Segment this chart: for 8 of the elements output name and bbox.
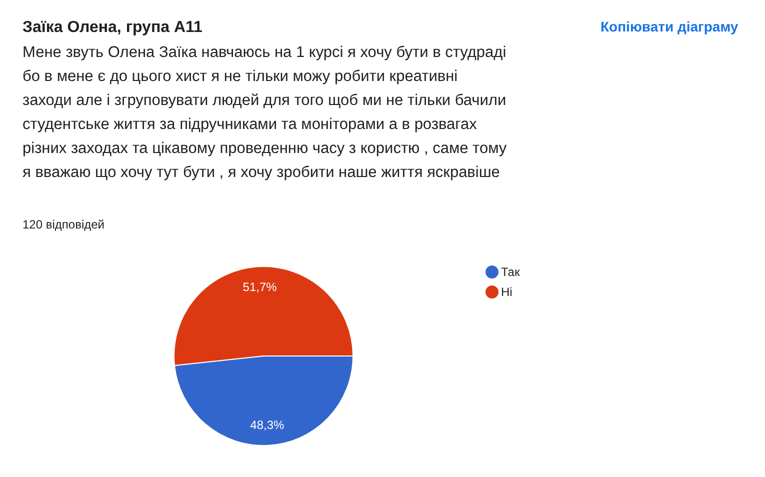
legend-label: Ні [501, 285, 512, 299]
text: Копіювати діаграму [600, 18, 738, 34]
chart-title: Заїка Олена, група А11 [22, 19, 203, 36]
data-label: 48,3% [250, 418, 285, 432]
chart-subtitle: Мене звуть Олена Заїка навчаюсь на 1 курсі я хочу бути в студраді бо в мене є до цього хист я не тільки можу робити креативні заходи але і згруповувати людей для того щоб ми не тільки бачили студентське життя за підручниками та моніторами а в розвагах різних заходах та цікавому проведенню часу з користю , саме тому я вважаю що хочу тут бути , я хочу зробити наше життя яскравіше [22, 44, 507, 181]
text: 120 відповідей [22, 218, 104, 232]
legend-label: Так [501, 265, 520, 279]
data-label: 51,7% [242, 280, 278, 294]
